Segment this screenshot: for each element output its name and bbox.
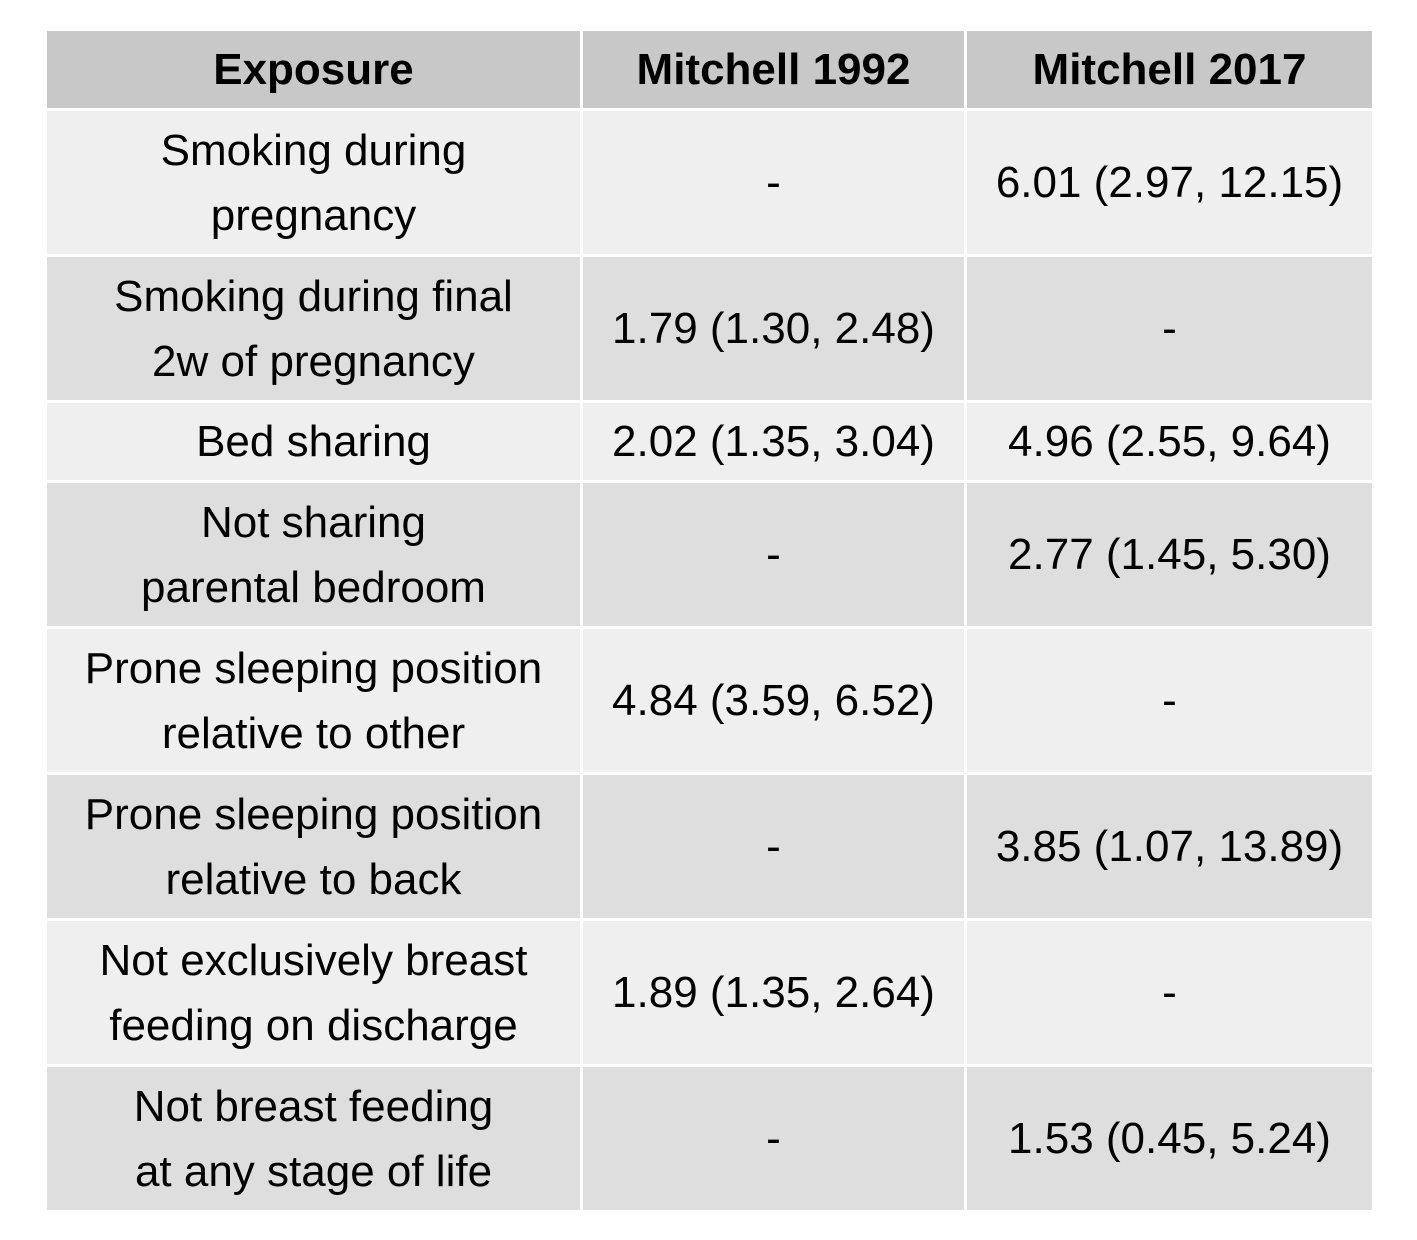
table-row: Not breast feeding at any stage of life … bbox=[44, 1064, 1375, 1213]
mitchell-1992-cell: - bbox=[580, 108, 967, 257]
mitchell-1992-cell: 4.84 (3.59, 6.52) bbox=[580, 626, 967, 775]
exposure-cell: Smoking during final 2w of pregnancy bbox=[44, 254, 583, 403]
table-row: Prone sleeping position relative to back… bbox=[44, 772, 1375, 921]
exposure-text: Not exclusively breast feeding on discha… bbox=[99, 935, 528, 1050]
exposure-cell: Bed sharing bbox=[44, 400, 583, 483]
mitchell-2017-cell: - bbox=[964, 626, 1375, 775]
table-header: Exposure Mitchell 1992 Mitchell 2017 bbox=[44, 28, 1375, 111]
table-row: Not exclusively breast feeding on discha… bbox=[44, 918, 1375, 1067]
mitchell-1992-cell: 1.89 (1.35, 2.64) bbox=[580, 918, 967, 1067]
exposure-cell: Prone sleeping position relative to back bbox=[44, 772, 583, 921]
mitchell-2017-cell: 6.01 (2.97, 12.15) bbox=[964, 108, 1375, 257]
mitchell-1992-cell: 1.79 (1.30, 2.48) bbox=[580, 254, 967, 403]
table-row: Smoking during final 2w of pregnancy 1.7… bbox=[44, 254, 1375, 403]
mitchell-2017-cell: - bbox=[964, 918, 1375, 1067]
exposure-text: Not sharing parental bedroom bbox=[141, 497, 486, 612]
mitchell-1992-cell: - bbox=[580, 772, 967, 921]
exposure-cell: Not exclusively breast feeding on discha… bbox=[44, 918, 583, 1067]
exposure-cell: Not breast feeding at any stage of life bbox=[44, 1064, 583, 1213]
odds-ratio-table-container: Exposure Mitchell 1992 Mitchell 2017 Smo… bbox=[44, 28, 1375, 1213]
table-row: Bed sharing 2.02 (1.35, 3.04) 4.96 (2.55… bbox=[44, 400, 1375, 483]
exposure-text: Bed sharing bbox=[196, 417, 431, 466]
table-body: Smoking during pregnancy - 6.01 (2.97, 1… bbox=[44, 108, 1375, 1213]
exposure-cell: Smoking during pregnancy bbox=[44, 108, 583, 257]
odds-ratio-table: Exposure Mitchell 1992 Mitchell 2017 Smo… bbox=[44, 28, 1375, 1213]
header-exposure: Exposure bbox=[44, 28, 583, 111]
table-row: Not sharing parental bedroom - 2.77 (1.4… bbox=[44, 480, 1375, 629]
mitchell-1992-cell: 2.02 (1.35, 3.04) bbox=[580, 400, 967, 483]
table-row: Prone sleeping position relative to othe… bbox=[44, 626, 1375, 775]
mitchell-1992-cell: - bbox=[580, 480, 967, 629]
exposure-text: Smoking during pregnancy bbox=[160, 125, 467, 240]
header-mitchell-1992: Mitchell 1992 bbox=[580, 28, 967, 111]
exposure-cell: Not sharing parental bedroom bbox=[44, 480, 583, 629]
table-row: Smoking during pregnancy - 6.01 (2.97, 1… bbox=[44, 108, 1375, 257]
exposure-text: Smoking during final 2w of pregnancy bbox=[114, 271, 513, 386]
mitchell-2017-cell: - bbox=[964, 254, 1375, 403]
exposure-cell: Prone sleeping position relative to othe… bbox=[44, 626, 583, 775]
mitchell-2017-cell: 4.96 (2.55, 9.64) bbox=[964, 400, 1375, 483]
exposure-text: Prone sleeping position relative to othe… bbox=[84, 643, 543, 758]
mitchell-2017-cell: 2.77 (1.45, 5.30) bbox=[964, 480, 1375, 629]
header-mitchell-2017: Mitchell 2017 bbox=[964, 28, 1375, 111]
mitchell-2017-cell: 3.85 (1.07, 13.89) bbox=[964, 772, 1375, 921]
exposure-text: Prone sleeping position relative to back bbox=[84, 789, 543, 904]
mitchell-1992-cell: - bbox=[580, 1064, 967, 1213]
header-row: Exposure Mitchell 1992 Mitchell 2017 bbox=[44, 28, 1375, 111]
mitchell-2017-cell: 1.53 (0.45, 5.24) bbox=[964, 1064, 1375, 1213]
exposure-text: Not breast feeding at any stage of life bbox=[133, 1081, 494, 1196]
